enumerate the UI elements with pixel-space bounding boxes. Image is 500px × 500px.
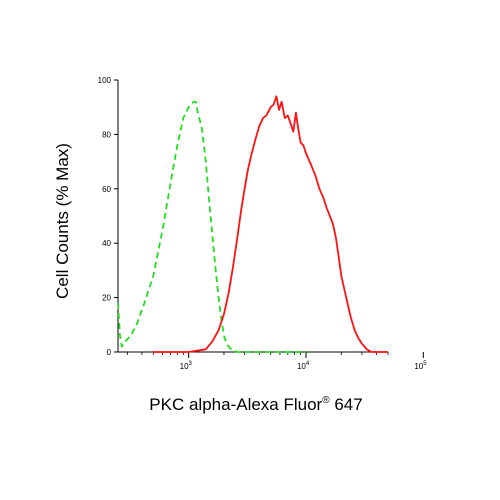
x-tick-label-base: 10 (297, 362, 306, 371)
y-tick-label: 60 (102, 185, 111, 194)
y-tick-label: 40 (102, 239, 111, 248)
x-axis-title: PKC alpha-Alexa Fluor® 647 (149, 395, 362, 414)
x-tick-label-base: 10 (414, 362, 423, 371)
x-tick-label-exponent: 4 (306, 361, 310, 367)
x-axis-title-main: PKC alpha-Alexa Fluor (149, 395, 322, 414)
y-tick-label: 0 (107, 348, 112, 357)
x-tick-label: 105 (414, 361, 427, 371)
x-tick-label: 104 (297, 361, 310, 371)
sample-histogram-line (153, 95, 388, 353)
y-tick-label: 20 (102, 294, 111, 303)
y-tick-label: 100 (98, 76, 112, 85)
series-layer (117, 95, 388, 353)
x-axis-title-superscript: ® (322, 395, 330, 406)
x-tick-label-exponent: 3 (189, 361, 193, 367)
y-axis-title: Cell Counts (% Max) (53, 143, 72, 299)
axes-layer (117, 80, 388, 353)
x-tick-label: 103 (180, 361, 193, 371)
y-tick-label: 80 (102, 130, 111, 139)
x-tick-label-exponent: 5 (423, 361, 427, 367)
x-tick-label-base: 10 (180, 362, 189, 371)
x-axis-title-suffix: 647 (330, 395, 363, 414)
control-histogram-line (117, 100, 306, 353)
